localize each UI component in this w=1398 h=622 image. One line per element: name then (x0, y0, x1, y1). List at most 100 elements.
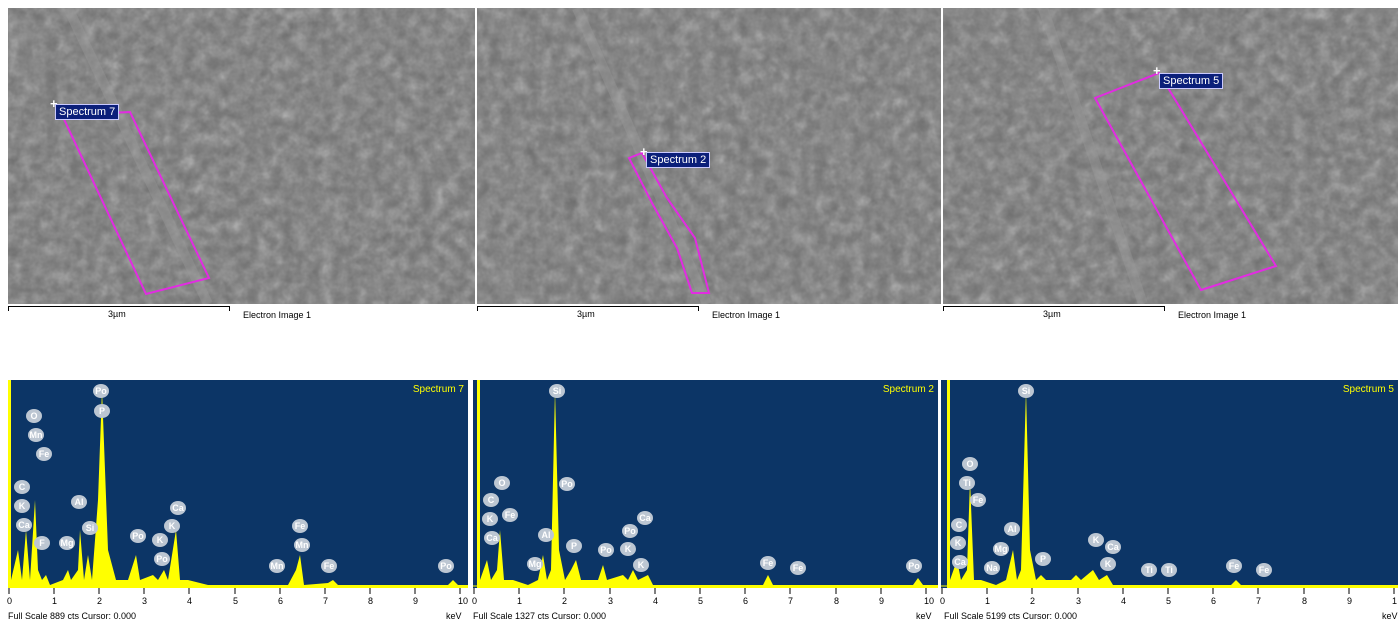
element-badge[interactable]: Mg (59, 536, 75, 550)
element-badge[interactable]: Fe (321, 559, 337, 573)
tick-label: 4 (653, 596, 659, 606)
element-badge[interactable]: P (94, 404, 110, 418)
element-badge[interactable]: K (482, 512, 498, 526)
energy-axis: 0 1 2 3 4 5 6 7 8 9 10 (472, 588, 938, 622)
tick-label: 2 (562, 596, 568, 606)
tick-label: 9 (413, 596, 419, 606)
element-badge[interactable]: Ti (1141, 563, 1157, 577)
element-badge[interactable]: Fe (292, 519, 308, 533)
element-badge[interactable]: Mg (993, 542, 1009, 556)
element-badge[interactable]: Ti (959, 476, 975, 490)
tick-label: 9 (1347, 596, 1353, 606)
tick-label: 1 (985, 596, 991, 606)
element-badge[interactable]: Ca (484, 531, 500, 545)
element-badge[interactable]: Ca (637, 511, 653, 525)
tick-label: 2 (1030, 596, 1036, 606)
eds-spectrum-2[interactable]: Spectrum 2 Si Po O C Fe K Ca Al Mg P Po … (473, 380, 938, 588)
element-badge[interactable]: Fe (502, 508, 518, 522)
element-badge[interactable]: Ca (16, 518, 32, 532)
element-badge[interactable]: Mn (28, 428, 44, 442)
element-badge[interactable]: Fe (1226, 559, 1242, 573)
tick-label: 7 (788, 596, 794, 606)
scale-bar: 3µm (943, 306, 1165, 322)
energy-axis: 0 1 2 3 4 5 6 7 8 9 1 (940, 588, 1398, 622)
tick-label: 6 (743, 596, 749, 606)
element-badge[interactable]: Fe (36, 447, 52, 461)
scale-label: 3µm (1043, 309, 1061, 319)
tick-label: 3 (1076, 596, 1082, 606)
element-badge[interactable]: Si (549, 384, 565, 398)
tick-label: 7 (1256, 596, 1262, 606)
element-badge[interactable]: Fe (790, 561, 806, 575)
element-badge[interactable]: K (14, 499, 30, 513)
roi-label[interactable]: Spectrum 2 (646, 152, 711, 168)
tick-label: 5 (233, 596, 239, 606)
element-badge[interactable]: K (1100, 557, 1116, 571)
element-badge[interactable]: Na (984, 561, 1000, 575)
roi-label[interactable]: Spectrum 5 (1159, 73, 1224, 89)
tick-label: 7 (323, 596, 329, 606)
element-badge[interactable]: P (566, 539, 582, 553)
element-badge[interactable]: Po (154, 552, 170, 566)
element-badge[interactable]: Al (1004, 522, 1020, 536)
element-badge[interactable]: K (152, 533, 168, 547)
element-badge[interactable]: Po (438, 559, 454, 573)
element-badge[interactable]: Po (559, 477, 575, 491)
element-badge[interactable]: Ca (952, 555, 968, 569)
element-badge[interactable]: Ti (1161, 563, 1177, 577)
crosshair-icon: + (1153, 63, 1161, 78)
spectrum-plot (941, 380, 1398, 588)
element-badge[interactable]: O (494, 476, 510, 490)
element-badge[interactable]: Po (622, 524, 638, 538)
roi-outline[interactable] (1093, 71, 1278, 292)
element-badge[interactable]: Ca (170, 501, 186, 515)
tick-label: 1 (1392, 596, 1398, 606)
spectrum-title: Spectrum 2 (882, 384, 934, 395)
tick-label: 3 (608, 596, 614, 606)
kev-unit-label: keV (1382, 611, 1398, 621)
tick-label: 0 (472, 596, 478, 606)
tick-label: 10 (924, 596, 935, 606)
element-badge[interactable]: Ca (1105, 540, 1121, 554)
element-badge[interactable]: C (14, 480, 30, 494)
element-badge[interactable]: Mn (269, 559, 285, 573)
spectrum-title: Spectrum 7 (412, 384, 464, 395)
element-badge[interactable]: Po (93, 384, 109, 398)
spectrum-footer: Full Scale 1327 cts Cursor: 0.000 (473, 611, 607, 621)
element-badge[interactable]: P (1035, 552, 1051, 566)
element-badge[interactable]: F (34, 536, 50, 550)
element-badge[interactable]: Fe (1256, 563, 1272, 577)
roi-outline[interactable] (627, 151, 711, 294)
element-badge[interactable]: K (1088, 533, 1104, 547)
element-badge[interactable]: Al (538, 528, 554, 542)
spectrum-plot (8, 380, 468, 588)
element-badge[interactable]: Fe (760, 556, 776, 570)
roi-label[interactable]: Spectrum 7 (55, 104, 120, 120)
element-badge[interactable]: K (633, 558, 649, 572)
scale-label: 3µm (577, 309, 595, 319)
element-badge[interactable]: O (962, 457, 978, 471)
scale-label: 3µm (108, 309, 126, 319)
element-badge[interactable]: O (26, 409, 42, 423)
tick-label: 3 (142, 596, 148, 606)
energy-axis: 0 1 2 3 4 5 6 7 8 9 10 (7, 588, 468, 622)
tick-label: 2 (97, 596, 103, 606)
element-badge[interactable]: K (164, 519, 180, 533)
element-badge[interactable]: Po (906, 559, 922, 573)
element-badge[interactable]: Si (1018, 384, 1034, 398)
element-badge[interactable]: K (950, 536, 966, 550)
scale-bar: 3µm (8, 306, 230, 322)
element-badge[interactable]: C (951, 518, 967, 532)
eds-spectrum-5[interactable]: Spectrum 5 Si O Ti Fe C Al K Mg Ca Na P … (941, 380, 1398, 588)
element-badge[interactable]: K (620, 542, 636, 556)
element-badge[interactable]: Fe (970, 493, 986, 507)
element-badge[interactable]: Si (82, 521, 98, 535)
element-badge[interactable]: Mg (527, 557, 543, 571)
element-badge[interactable]: Al (71, 495, 87, 509)
tick-label: 8 (368, 596, 374, 606)
eds-spectrum-7[interactable]: Spectrum 7 Po P O Mn Fe C K Ca F Mg Al S… (8, 380, 468, 588)
element-badge[interactable]: Mn (294, 538, 310, 552)
element-badge[interactable]: Po (598, 543, 614, 557)
element-badge[interactable]: C (483, 493, 499, 507)
element-badge[interactable]: Po (130, 529, 146, 543)
